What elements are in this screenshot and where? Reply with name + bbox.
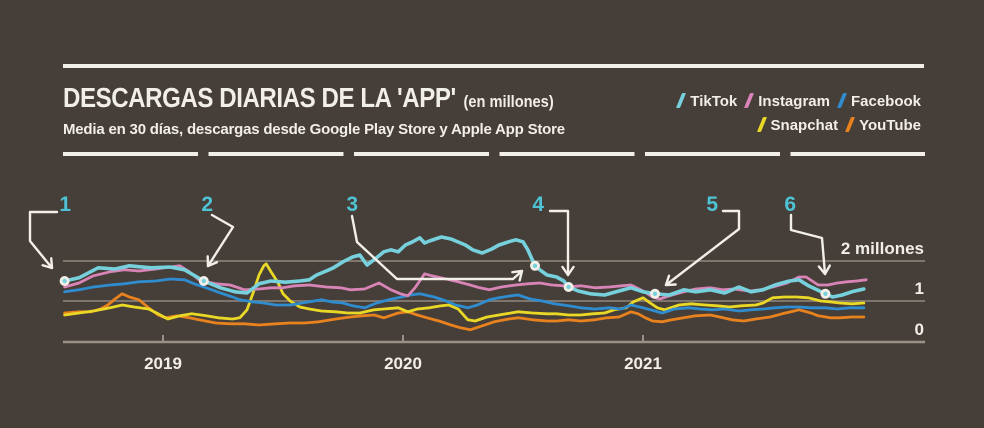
annotation-marker-dot-1: [62, 278, 67, 284]
x-axis-label-2021: 2021: [624, 354, 662, 373]
legend-label-facebook: Facebook: [850, 93, 921, 110]
annotation-arrow-6: [789, 213, 832, 276]
y-axis-label-0: 0: [915, 320, 924, 339]
annotation-marker-dot-6: [823, 291, 828, 296]
annotation-arrow-1: [28, 210, 59, 270]
series-line-tiktok: [62, 235, 866, 299]
y-axis-label-2: 2 millones: [841, 239, 924, 258]
annotation-number-6: 6: [784, 193, 795, 216]
annotation-marker-dot-3: [532, 263, 538, 268]
series-line-facebook: [63, 277, 866, 315]
x-axis-label-2020: 2020: [384, 354, 422, 373]
series-line-snapchat: [63, 262, 866, 323]
legend-label-tiktok: TikTok: [690, 93, 738, 110]
legend: TikTok Instagram Facebook Snapchat YouTube: [669, 90, 921, 138]
annotation-number-4: 4: [532, 193, 544, 216]
x-axis-label-2019: 2019: [144, 354, 182, 373]
annotation-number-3: 3: [346, 193, 357, 216]
chart-header: DESCARGAS DIARIAS DE LA 'APP' (en millon…: [63, 82, 634, 138]
chart-subtitle: Media en 30 días, descargas desde Google…: [63, 121, 565, 138]
legend-row-1: TikTok Instagram Facebook: [669, 90, 921, 114]
annotation-arrow-3: [350, 214, 524, 282]
annotation-arrow-2: [206, 213, 235, 268]
annotation-marker-dot-4: [566, 284, 571, 290]
annotation-arrow-4: [548, 209, 575, 277]
legend-label-instagram: Instagram: [758, 93, 830, 110]
chart-title-units: (en millones): [463, 92, 554, 111]
legend-row-2: Snapchat YouTube: [669, 114, 921, 138]
annotation-number-1: 1: [59, 193, 71, 216]
annotation-marker-dot-2: [201, 278, 206, 284]
chart-title: DESCARGAS DIARIAS DE LA 'APP': [63, 82, 456, 113]
annotation-number-2: 2: [201, 193, 212, 216]
annotation-marker-dot-5: [652, 291, 658, 296]
legend-label-snapchat: Snapchat: [770, 117, 839, 134]
dashed-divider: [63, 152, 925, 156]
annotation-arrow-5: [664, 209, 741, 287]
legend-label-youtube: YouTube: [859, 117, 921, 134]
annotation-number-5: 5: [706, 193, 718, 216]
top-divider: [63, 64, 924, 68]
y-axis-label-1: 1: [915, 279, 924, 298]
